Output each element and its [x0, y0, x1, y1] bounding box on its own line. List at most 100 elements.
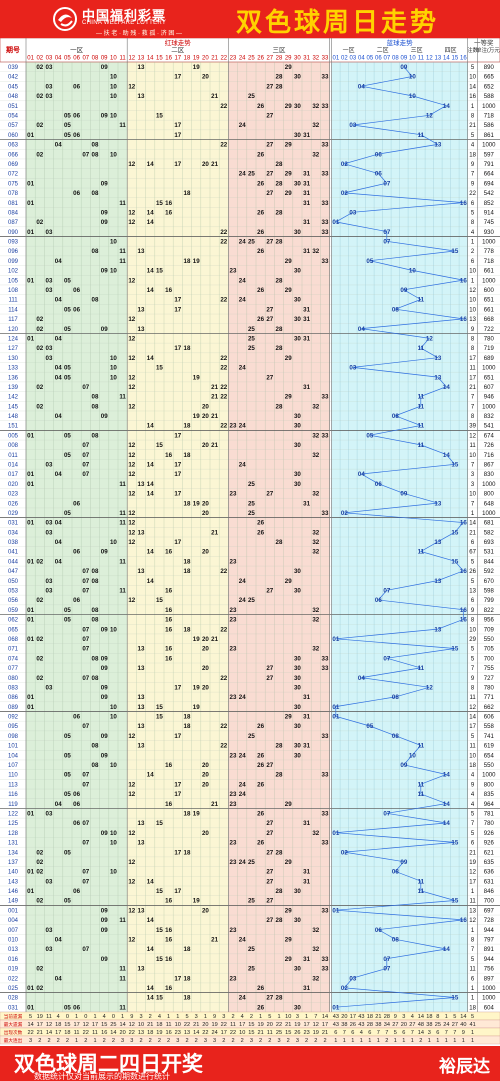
blue-zone-label: 一区 [343, 47, 355, 54]
red-ball: 05 [64, 132, 71, 139]
prize-count: 4 [471, 773, 475, 779]
red-ball: 19 [193, 684, 200, 691]
red-ball: 16 [165, 956, 172, 963]
red-ball: 22 [220, 142, 227, 149]
red-ball: 31 [303, 248, 310, 255]
red-ball: 18 [184, 190, 191, 197]
red-ball: 32 [312, 946, 319, 953]
red-ball: 28 [276, 888, 283, 895]
red-ball: 27 [266, 917, 273, 924]
red-stat-value: 21 [257, 1030, 263, 1036]
red-ball: 03 [46, 520, 53, 527]
issue-number: 105 [8, 278, 19, 284]
red-ball: 20 [202, 830, 209, 837]
red-ball: 24 [239, 859, 246, 866]
prize-count: 17 [469, 375, 476, 381]
blue-ball: 12 [426, 113, 433, 120]
red-ball: 12 [128, 83, 135, 90]
blue-stat-value: 43 [358, 1022, 364, 1028]
red-ball: 10 [110, 714, 117, 721]
red-ball: 32 [312, 452, 319, 459]
red-ball: 08 [92, 394, 99, 401]
red-stat-value: 0 [112, 1014, 115, 1020]
red-stat-value: 16 [101, 1030, 107, 1036]
red-ball: 14 [147, 355, 154, 362]
red-ball: 21 [211, 529, 218, 536]
red-ball: 06 [73, 306, 80, 313]
red-number-header: 16 [165, 56, 172, 62]
red-ball: 04 [55, 374, 62, 381]
prize-amount: 550 [484, 637, 495, 643]
prize-amount: 664 [484, 172, 495, 178]
red-ball: 31 [303, 316, 310, 323]
red-ball: 09 [101, 917, 108, 924]
prize-count: 11 [469, 967, 476, 973]
prize-amount: 1000 [482, 511, 496, 517]
red-ball: 30 [294, 74, 301, 81]
red-ball: 18 [184, 452, 191, 459]
red-ball: 17 [174, 733, 181, 740]
red-ball: 18 [184, 258, 191, 265]
blue-stat-value: 20 [401, 1022, 407, 1028]
red-ball: 25 [248, 597, 255, 604]
footer-signature: 裕辰达 [439, 1057, 490, 1077]
issue-number: 124 [8, 336, 19, 342]
red-ball: 08 [92, 248, 99, 255]
red-stat-value: 17 [73, 1022, 79, 1028]
red-ball: 24 [239, 936, 246, 943]
blue-ball: 11 [418, 394, 425, 401]
red-ball: 25 [248, 733, 255, 740]
prize-amount: 604 [484, 1005, 495, 1011]
red-ball: 21 [211, 413, 218, 420]
red-ball: 02 [36, 675, 43, 682]
red-ball: 29 [285, 355, 292, 362]
red-ball: 28 [276, 995, 283, 1002]
red-ball: 19 [193, 898, 200, 905]
red-ball: 33 [322, 142, 329, 149]
blue-ball: 05 [366, 723, 373, 730]
red-ball: 02 [36, 558, 43, 565]
red-ball: 15 [156, 597, 163, 604]
header-bar: 中国福利彩票 CHINA WELFARE LOTTERY — 扶 老 · 助 残… [0, 0, 500, 38]
red-ball: 30 [294, 316, 301, 323]
blue-ball: 12 [426, 335, 433, 342]
red-stat-value: 22 [276, 1022, 282, 1028]
blue-stat-value: 28 [384, 1014, 390, 1020]
red-ball: 10 [110, 365, 117, 372]
red-ball: 30 [294, 966, 301, 973]
red-stat-value: 23 [303, 1030, 309, 1036]
red-ball: 11 [119, 200, 126, 207]
red-number-header: 17 [174, 56, 181, 62]
red-ball: 09 [101, 113, 108, 120]
red-ball: 11 [119, 1004, 126, 1011]
red-number-header: 23 [230, 56, 237, 62]
blue-ball: 06 [375, 151, 382, 158]
blue-stat-value: 43 [333, 1014, 339, 1020]
red-ball: 02 [36, 636, 43, 643]
red-ball: 29 [285, 287, 292, 294]
prize-amount: 944 [484, 928, 495, 934]
prize-count: 21 [469, 123, 476, 129]
red-stat-value: 10 [285, 1014, 291, 1020]
red-ball: 32 [312, 975, 319, 982]
red-ball: 12 [128, 209, 135, 216]
issue-number: 130 [8, 356, 19, 362]
prize-count: 11 [469, 366, 476, 372]
red-stat-value: 17 [303, 1022, 309, 1028]
blue-ball: 14 [443, 384, 450, 391]
red-ball: 13 [138, 820, 145, 827]
red-stat-value: 21 [285, 1022, 291, 1028]
red-ball: 27 [266, 878, 273, 885]
red-ball: 23 [230, 694, 237, 701]
prize-amount: 541 [484, 424, 495, 430]
issue-number: 063 [8, 143, 19, 149]
issue-number: 019 [8, 967, 19, 973]
red-ball: 33 [322, 907, 329, 914]
red-ball: 32 [312, 927, 319, 934]
prize-header: 一等奖 [474, 38, 494, 47]
red-ball: 31 [303, 869, 310, 876]
red-stat-value: 15 [248, 1030, 254, 1036]
prize-count: 10 [469, 627, 476, 633]
red-ball: 08 [92, 675, 99, 682]
blue-ball: 11 [418, 423, 425, 430]
